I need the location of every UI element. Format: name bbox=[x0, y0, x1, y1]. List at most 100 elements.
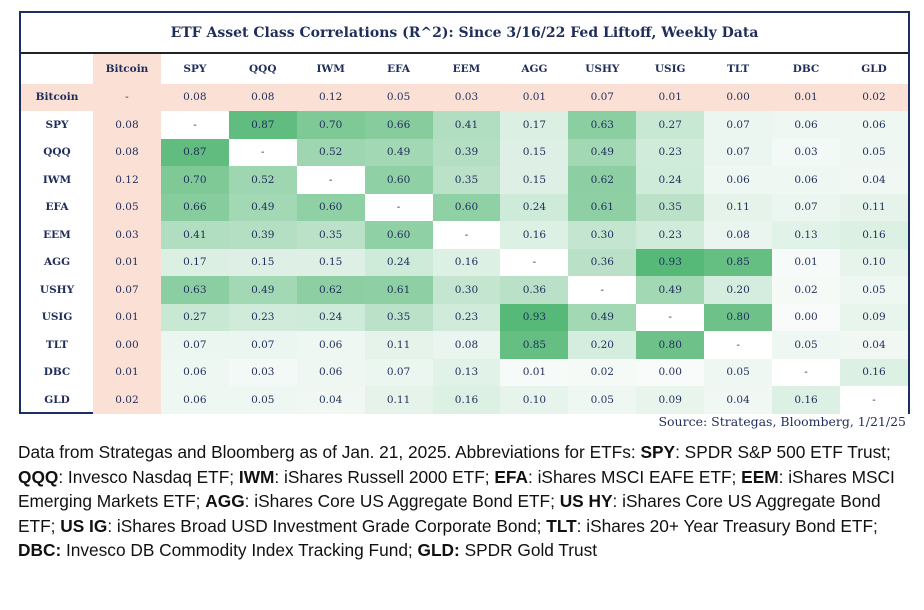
heatmap-cell-tlt-gld: 0.04 bbox=[839, 331, 908, 359]
heatmap-cell-bitcoin-ushy: 0.07 bbox=[568, 83, 637, 111]
caption-text: : iShares Russell 2000 ETF; bbox=[274, 466, 495, 487]
heatmap-cell-eem-efa: 0.60 bbox=[364, 221, 433, 249]
caption-abbrev: US HY bbox=[559, 491, 613, 512]
heatmap-cell-tlt-bitcoin: 0.00 bbox=[93, 331, 161, 359]
heatmap-cell-gld-spy: 0.06 bbox=[160, 386, 229, 414]
heatmap-cell-agg-dbc: 0.01 bbox=[772, 248, 840, 276]
heatmap-row-iwm: IWM 0.12 0.70 0.52-0.60 0.35 0.15 0.62 0.24 0.06… bbox=[21, 166, 908, 194]
caption-abbrev: EFA bbox=[494, 466, 528, 487]
heatmap-cell-spy-bitcoin: 0.08 bbox=[93, 111, 161, 139]
heatmap-cell-qqq-efa: 0.49 bbox=[364, 138, 433, 166]
heatmap-cell-tlt-eem: 0.08 bbox=[432, 331, 501, 359]
heatmap-row-ushy: USHY 0.07 0.63 0.49 0.62 0.61 0.30 0.36-0.49 0.2… bbox=[21, 276, 908, 304]
heatmap-cell-eem-gld: 0.16 bbox=[839, 221, 908, 249]
heatmap-cell-gld-gld: - bbox=[839, 386, 908, 414]
heatmap-cell-eem-tlt: 0.08 bbox=[704, 221, 773, 249]
heatmap-cell-iwm-bitcoin: 0.12 bbox=[93, 166, 161, 194]
heatmap-cell-tlt-dbc: 0.05 bbox=[772, 331, 840, 359]
caption-text: : Invesco Nasdaq ETF; bbox=[58, 466, 239, 487]
caption: Data from Strategas and Bloomberg as of … bbox=[18, 440, 908, 563]
heatmap-cell-iwm-iwm: - bbox=[296, 166, 365, 194]
caption-abbrev: US IG bbox=[60, 515, 108, 536]
heatmap-cell-bitcoin-gld: 0.02 bbox=[839, 83, 908, 111]
heatmap-row-eem: EEM 0.03 0.41 0.39 0.35 0.60-0.16 0.30 0.23 0.08… bbox=[21, 221, 908, 249]
heatmap-cell-eem-iwm: 0.35 bbox=[296, 221, 365, 249]
heatmap-cell-bitcoin-spy: 0.08 bbox=[160, 83, 229, 111]
heatmap-cell-spy-dbc: 0.06 bbox=[772, 111, 840, 139]
row-label-ushy: USHY bbox=[39, 283, 75, 296]
heatmap-cell-efa-gld: 0.11 bbox=[839, 193, 908, 221]
caption-text: : SPDR S&P 500 ETF Trust; bbox=[675, 442, 891, 462]
caption-abbrev: EEM bbox=[741, 466, 779, 487]
heatmap-cell-dbc-qqq: 0.03 bbox=[228, 358, 297, 386]
heatmap-cell-dbc-agg: 0.01 bbox=[500, 358, 569, 386]
heatmap-cell-agg-eem: 0.16 bbox=[432, 248, 501, 276]
heatmap-cell-tlt-agg: 0.85 bbox=[500, 331, 569, 359]
heatmap-row-dbc: DBC 0.01 0.06 0.03 0.06 0.07 0.13 0.01 0.02 0.00 0… bbox=[21, 358, 908, 386]
heatmap-cell-eem-dbc: 0.13 bbox=[772, 221, 840, 249]
heatmap-cell-efa-qqq: 0.49 bbox=[228, 193, 297, 221]
heatmap-cell-dbc-spy: 0.06 bbox=[160, 358, 229, 386]
heatmap-cell-tlt-efa: 0.11 bbox=[364, 331, 433, 359]
heatmap-row-agg: AGG 0.01 0.17 0.15 0.15 0.24 0.16-0.36 0.93 0.85… bbox=[21, 248, 908, 276]
heatmap-cell-tlt-tlt: - bbox=[704, 331, 773, 359]
heatmap-cell-spy-spy: - bbox=[160, 111, 229, 139]
heatmap-cell-iwm-ushy: 0.62 bbox=[568, 166, 637, 194]
caption-abbrev: SPY bbox=[640, 442, 676, 462]
heatmap-cell-agg-spy: 0.17 bbox=[160, 248, 229, 276]
heatmap-cell-qqq-gld: 0.05 bbox=[839, 138, 908, 166]
heatmap-cell-iwm-tlt: 0.06 bbox=[704, 166, 773, 194]
heatmap-cell-dbc-tlt: 0.05 bbox=[704, 358, 773, 386]
heatmap-cell-usig-ushy: 0.49 bbox=[568, 303, 637, 331]
heatmap-cell-ushy-tlt: 0.20 bbox=[704, 276, 773, 304]
heatmap-cell-ushy-qqq: 0.49 bbox=[228, 276, 297, 304]
heatmap-cell-bitcoin-tlt: 0.00 bbox=[704, 83, 773, 111]
caption-text: : iShares MSCI EAFE ETF; bbox=[527, 466, 742, 487]
heatmap-cell-spy-eem: 0.41 bbox=[432, 111, 501, 139]
heatmap-cell-bitcoin-eem: 0.03 bbox=[432, 83, 501, 111]
row-label-spy: SPY bbox=[45, 118, 69, 131]
heatmap-cell-eem-bitcoin: 0.03 bbox=[93, 221, 161, 249]
column-label-bitcoin: Bitcoin bbox=[93, 54, 161, 84]
heatmap-cell-qqq-ushy: 0.49 bbox=[568, 138, 637, 166]
heatmap-cell-usig-bitcoin: 0.01 bbox=[93, 303, 161, 331]
heatmap-cell-spy-usig: 0.27 bbox=[636, 111, 705, 139]
column-label-efa: EFA bbox=[387, 62, 411, 75]
heatmap-cell-agg-ushy: 0.36 bbox=[568, 248, 637, 276]
heatmap-cell-agg-bitcoin: 0.01 bbox=[93, 248, 161, 276]
heatmap-cell-gld-bitcoin: 0.02 bbox=[93, 386, 161, 414]
heatmap-cell-usig-eem: 0.23 bbox=[432, 303, 501, 331]
heatmap-cell-usig-spy: 0.27 bbox=[160, 303, 229, 331]
column-label-usig: USIG bbox=[654, 62, 686, 75]
heatmap-cell-efa-bitcoin: 0.05 bbox=[93, 193, 161, 221]
heatmap-cell-qqq-spy: 0.87 bbox=[160, 138, 229, 166]
heatmap-cell-iwm-efa: 0.60 bbox=[364, 166, 433, 194]
row-label-qqq: QQQ bbox=[43, 146, 71, 159]
caption-text: : iShares 20+ Year Treasury Bond ETF; bbox=[576, 515, 878, 536]
heatmap-cell-efa-eem: 0.60 bbox=[432, 193, 501, 221]
heatmap-cell-bitcoin-usig: 0.01 bbox=[636, 83, 705, 111]
row-label-usig: USIG bbox=[41, 311, 73, 324]
heatmap-cell-usig-gld: 0.09 bbox=[839, 303, 908, 331]
heatmap-cell-bitcoin-bitcoin: - bbox=[93, 83, 161, 111]
heatmap-cell-iwm-eem: 0.35 bbox=[432, 166, 501, 194]
heatmap-cell-eem-usig: 0.23 bbox=[636, 221, 705, 249]
heatmap-cell-ushy-ushy: - bbox=[568, 276, 637, 304]
heatmap-cell-agg-agg: - bbox=[500, 248, 569, 276]
heatmap-cell-agg-qqq: 0.15 bbox=[228, 248, 297, 276]
heatmap-cell-gld-tlt: 0.04 bbox=[704, 386, 773, 414]
heatmap-cell-ushy-iwm: 0.62 bbox=[296, 276, 365, 304]
heatmap-cell-agg-iwm: 0.15 bbox=[296, 248, 365, 276]
heatmap-row-qqq: QQQ 0.08 0.87-0.52 0.49 0.39 0.15 0.49 0.23 0.07… bbox=[21, 138, 908, 166]
heatmap-cell-agg-usig: 0.93 bbox=[636, 248, 705, 276]
heatmap-cell-bitcoin-qqq: 0.08 bbox=[228, 83, 297, 111]
heatmap-cell-spy-qqq: 0.87 bbox=[228, 111, 297, 139]
heatmap-cell-usig-efa: 0.35 bbox=[364, 303, 433, 331]
heatmap-cell-efa-usig: 0.35 bbox=[636, 193, 705, 221]
heatmap-cell-gld-usig: 0.09 bbox=[636, 386, 705, 414]
heatmap-cell-usig-agg: 0.93 bbox=[500, 303, 569, 331]
heatmap-cell-ushy-efa: 0.61 bbox=[364, 276, 433, 304]
heatmap-cell-bitcoin-efa: 0.05 bbox=[364, 83, 433, 111]
heatmap-cell-qqq-dbc: 0.03 bbox=[772, 138, 840, 166]
row-label-bitcoin: Bitcoin bbox=[21, 83, 93, 111]
